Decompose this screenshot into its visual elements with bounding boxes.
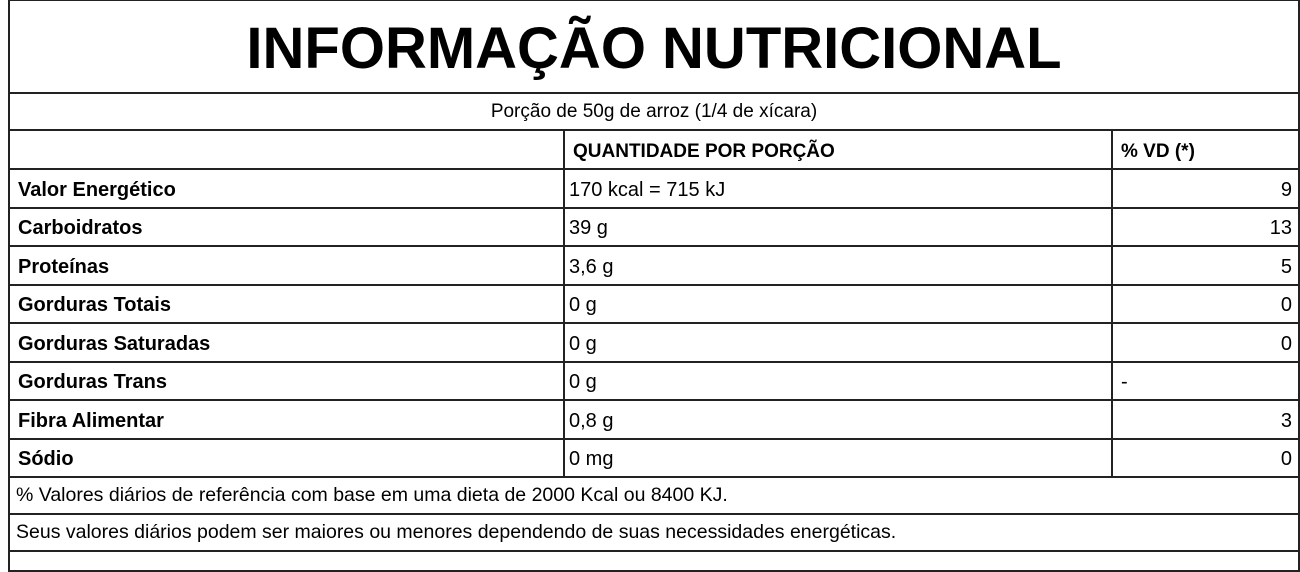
nutrient-name: Fibra Alimentar: [8, 399, 565, 440]
nutrient-quantity: 170 kcal = 715 kJ: [563, 168, 1113, 209]
header-nutrient: [8, 129, 565, 170]
nutrient-vd: 0: [1111, 322, 1300, 363]
nutrient-quantity: 0 g: [563, 322, 1113, 363]
nutrient-vd: 5: [1111, 245, 1300, 286]
footnote-individual: Seus valores diários podem ser maiores o…: [8, 513, 1300, 552]
header-vd: % VD (*): [1111, 129, 1300, 170]
nutrient-quantity: 0 mg: [563, 437, 1113, 478]
nutrient-row: Valor Energético 170 kcal = 715 kJ 9: [8, 168, 1300, 209]
nutrition-facts-table: INFORMAÇÃO NUTRICIONAL Porção de 50g de …: [8, 0, 1300, 572]
nutrient-name: Gorduras Trans: [8, 360, 565, 401]
nutrient-vd: 0: [1111, 283, 1300, 324]
nutrient-quantity: 0,8 g: [563, 399, 1113, 440]
nutrient-vd: 0: [1111, 437, 1300, 478]
nutrient-vd: -: [1111, 360, 1300, 401]
nutrient-vd: 3: [1111, 399, 1300, 440]
nutrient-name: Proteínas: [8, 245, 565, 286]
nutrient-name: Sódio: [8, 437, 565, 478]
nutrient-vd: 9: [1111, 168, 1300, 209]
header-row: QUANTIDADE POR PORÇÃO % VD (*): [8, 129, 1300, 170]
table-title: INFORMAÇÃO NUTRICIONAL: [8, 0, 1300, 94]
nutrient-name: Valor Energético: [8, 168, 565, 209]
footnote-reference: % Valores diários de referência com base…: [8, 476, 1300, 515]
nutrient-name: Carboidratos: [8, 206, 565, 247]
nutrient-name: Gorduras Saturadas: [8, 322, 565, 363]
table-bottom-row: [8, 550, 1300, 572]
nutrient-quantity: 39 g: [563, 206, 1113, 247]
header-quantity: QUANTIDADE POR PORÇÃO: [563, 129, 1113, 170]
nutrient-name: Gorduras Totais: [8, 283, 565, 324]
nutrient-vd: 13: [1111, 206, 1300, 247]
nutrient-quantity: 3,6 g: [563, 245, 1113, 286]
nutrient-row: Gorduras Trans 0 g-: [8, 360, 1300, 401]
portion-size: Porção de 50g de arroz (1/4 de xícara): [8, 92, 1300, 131]
nutrient-row: Carboidratos 39 g 13: [8, 206, 1300, 247]
nutrient-quantity: 0 g: [563, 283, 1113, 324]
nutrient-quantity: 0 g: [563, 360, 1113, 401]
nutrient-row: Sódio 0 mg 0: [8, 437, 1300, 478]
